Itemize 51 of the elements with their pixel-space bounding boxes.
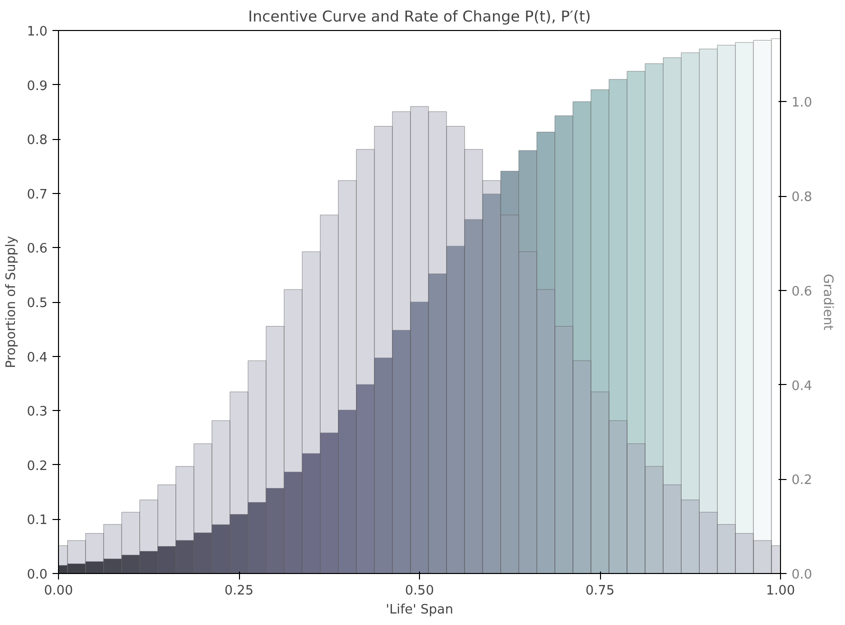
bar — [139, 500, 158, 574]
y2-tick-label: 0.6 — [792, 284, 812, 300]
x-tick-label: 1.00 — [766, 584, 795, 598]
x-axis-title: 'Life' Span — [386, 602, 454, 618]
y-tick-label: 0.8 — [26, 133, 48, 148]
y-tick-label: 0.1 — [26, 513, 48, 528]
bar — [248, 360, 266, 574]
y-tick-label: 0.3 — [26, 404, 48, 420]
bar — [608, 420, 628, 574]
bar — [121, 512, 140, 574]
y2-tick-label: 0.0 — [792, 568, 812, 582]
y-tick-label: 0.5 — [26, 296, 48, 311]
y-tick-label: 0.4 — [26, 350, 48, 366]
bar — [644, 466, 664, 574]
y-tick-label: 0.2 — [26, 458, 48, 474]
y-tick-label: 0.9 — [26, 78, 48, 94]
bar — [680, 500, 700, 574]
bar — [230, 392, 248, 574]
bar — [626, 444, 646, 574]
bar — [284, 289, 302, 574]
y2-tick-label: 0.4 — [792, 378, 812, 394]
y-tick-label: 0.0 — [26, 568, 48, 582]
bar — [176, 466, 194, 574]
bar — [753, 540, 772, 574]
chart-title: Incentive Curve and Rate of Change P(t), P′(t) — [248, 8, 591, 26]
bar — [735, 533, 754, 574]
bar — [320, 214, 339, 574]
bar — [699, 512, 718, 574]
y-tick-label: 1.0 — [26, 24, 48, 40]
bar — [266, 326, 284, 574]
y-tick-label: 0.7 — [26, 187, 48, 202]
bar — [158, 484, 176, 574]
bar — [85, 533, 104, 574]
x-tick-label: 0.75 — [586, 584, 614, 598]
y2-tick-label: 0.2 — [792, 473, 812, 488]
bar — [67, 540, 86, 574]
bar — [662, 484, 682, 574]
y-tick-label: 0.6 — [26, 242, 48, 257]
bar — [194, 444, 212, 574]
y2-axis-title: Gradient — [820, 274, 836, 330]
x-tick-label: 0.25 — [224, 584, 254, 598]
y2-tick-label: 1.0 — [792, 96, 812, 111]
bar — [103, 524, 122, 574]
bar — [302, 252, 320, 574]
bar — [717, 524, 736, 574]
x-tick-label: 0.50 — [405, 584, 434, 598]
bar — [338, 180, 357, 574]
bar — [212, 420, 230, 574]
y2-tick-label: 0.8 — [792, 190, 812, 206]
x-tick-label: 0.00 — [44, 584, 73, 598]
y-axis-title: Proportion of Supply — [4, 236, 19, 368]
